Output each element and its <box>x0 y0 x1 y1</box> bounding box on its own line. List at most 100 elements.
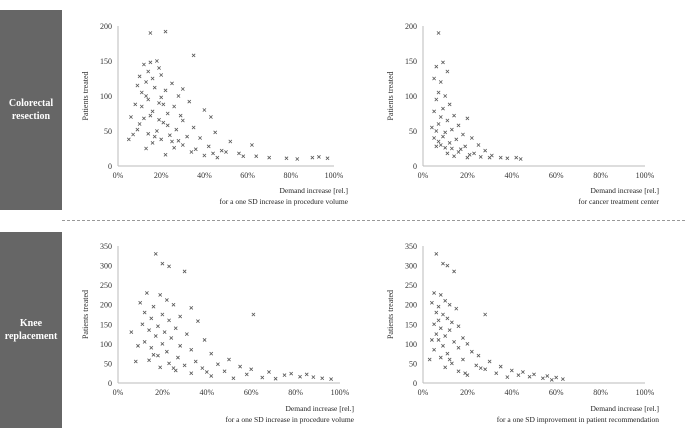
x-tick-label: 40% <box>197 171 212 180</box>
y-tick-label: 100 <box>100 92 112 101</box>
data-point <box>456 324 461 329</box>
data-point <box>219 148 224 153</box>
data-point <box>443 365 448 370</box>
x-axis-sublabel: for a one SD increase in procedure volum… <box>225 415 355 424</box>
x-tick-label: 80% <box>593 388 608 397</box>
data-point <box>172 104 177 109</box>
x-tick-label: 80% <box>593 171 608 180</box>
data-point <box>483 312 488 317</box>
y-tick-label: 50 <box>104 127 112 136</box>
data-point <box>158 365 163 370</box>
data-point <box>509 368 514 373</box>
data-point <box>527 374 532 379</box>
data-point <box>202 108 207 112</box>
y-tick-label: 200 <box>405 301 417 310</box>
data-point <box>171 366 176 371</box>
data-point <box>163 88 168 93</box>
data-point <box>147 358 151 363</box>
data-point <box>438 355 443 360</box>
data-point <box>142 340 147 344</box>
data-point <box>445 263 450 268</box>
data-point <box>135 127 140 132</box>
data-point <box>483 367 488 372</box>
data-point <box>133 359 138 364</box>
x-tick-label: 0% <box>418 171 429 180</box>
data-point <box>167 133 172 138</box>
data-point <box>176 355 180 360</box>
data-point <box>436 122 441 126</box>
data-point <box>441 106 445 111</box>
data-point <box>153 251 158 256</box>
y-tick-label: 150 <box>100 320 112 329</box>
data-point <box>465 341 470 346</box>
data-point <box>554 375 559 380</box>
data-point <box>238 364 242 369</box>
x-tick-label: 40% <box>199 388 214 397</box>
data-point <box>147 328 151 333</box>
data-point <box>148 60 153 65</box>
x-axis-label: Demand increase [rel.] <box>279 186 348 195</box>
y-tick-label: 150 <box>100 57 112 66</box>
data-point <box>456 123 461 128</box>
data-point <box>447 302 452 307</box>
data-point <box>198 136 202 140</box>
data-point <box>146 131 151 136</box>
data-point <box>185 134 190 139</box>
data-point <box>204 370 209 374</box>
data-point <box>142 116 146 121</box>
data-point <box>434 332 439 336</box>
data-point <box>151 352 156 357</box>
data-point <box>169 336 174 340</box>
x-tick-label: 0% <box>113 171 124 180</box>
data-point <box>445 69 450 74</box>
data-point <box>193 147 198 152</box>
data-point <box>434 144 439 149</box>
data-point <box>438 326 443 331</box>
row-label-line2: resection <box>11 111 51 122</box>
data-point <box>445 118 450 123</box>
data-point <box>461 132 465 137</box>
data-point <box>249 367 254 372</box>
data-point <box>157 66 161 70</box>
data-point <box>180 143 185 147</box>
x-tick-label: 100% <box>325 171 344 180</box>
y-tick-label: 350 <box>100 242 112 251</box>
data-point <box>193 359 198 364</box>
data-point <box>478 366 483 371</box>
data-point <box>436 304 441 309</box>
data-point <box>472 151 476 156</box>
x-tick-label: 100% <box>636 388 655 397</box>
data-point <box>443 334 448 338</box>
data-point <box>158 293 163 297</box>
data-point <box>260 375 265 380</box>
data-point <box>171 302 176 307</box>
data-point <box>516 373 521 378</box>
data-point <box>227 357 231 362</box>
data-point <box>289 371 294 376</box>
data-point <box>478 155 483 159</box>
data-point <box>160 261 165 266</box>
data-point <box>438 293 443 297</box>
data-point <box>447 141 452 145</box>
data-point <box>164 298 169 302</box>
x-axis-label: Demand increase [rel.] <box>590 186 659 195</box>
y-tick-label: 0 <box>108 379 112 388</box>
data-point <box>209 374 214 378</box>
y-tick-label: 0 <box>108 162 112 171</box>
data-point <box>213 130 218 135</box>
scatter-plot: 0 50 100 150 200 250 300 350 0% 20% 40% 60% 80% 100% P… <box>386 242 655 397</box>
row-divider <box>62 220 685 221</box>
data-point <box>429 125 434 130</box>
data-point <box>231 376 236 381</box>
data-point <box>126 137 131 142</box>
data-point <box>273 376 278 381</box>
data-point <box>160 312 165 317</box>
x-tick-label: 20% <box>460 388 475 397</box>
data-point <box>494 371 499 376</box>
scatter-chart-colorectal-cancer-center: 0 50 100 150 200 0% 20% 40% 60% 80% 100% Patients t… <box>383 18 659 213</box>
data-point <box>458 147 463 152</box>
data-point <box>487 359 492 364</box>
data-point <box>161 120 166 125</box>
row-label-line1: Colorectal <box>8 98 54 109</box>
data-point <box>157 101 161 105</box>
